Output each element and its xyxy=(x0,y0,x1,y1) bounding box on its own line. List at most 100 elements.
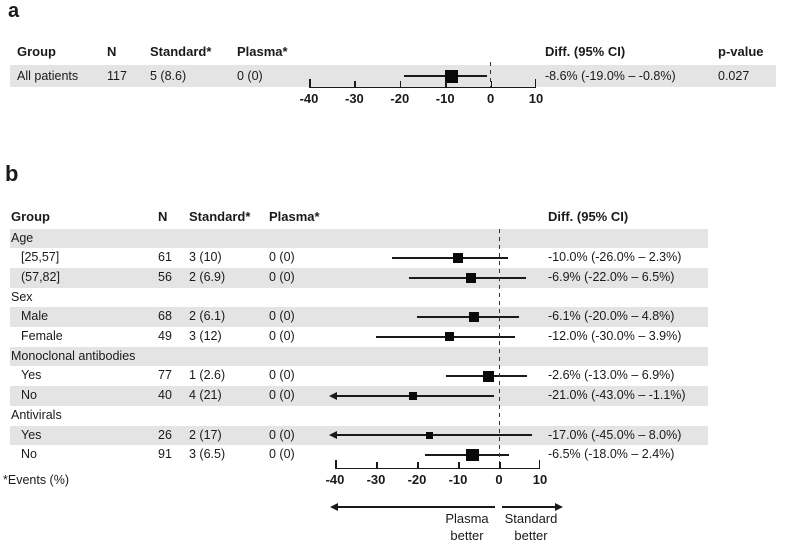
cell-section-label: Age xyxy=(11,230,34,245)
plasma-better-label: Plasma better xyxy=(436,510,498,544)
axis-tick xyxy=(499,462,501,468)
cell-plasma: 0 (0) xyxy=(269,427,295,442)
axis-tick xyxy=(335,459,337,468)
point-estimate-marker xyxy=(468,311,480,323)
table-row: Monoclonal antibodies xyxy=(0,347,789,367)
point-estimate-marker xyxy=(452,253,464,264)
point-estimate-marker xyxy=(408,391,418,401)
cell-group: (57,82] xyxy=(21,269,60,284)
cell-group: Male xyxy=(21,309,49,324)
cell-n: 49 xyxy=(158,329,172,343)
cell-diff: -2.6% (-13.0% – 6.9%) xyxy=(548,368,675,383)
cell-group: [25,57] xyxy=(21,250,60,265)
panel-a: a Group N Standard* Plasma* Diff. (95% C… xyxy=(0,0,789,150)
cell-group: Female xyxy=(21,329,63,343)
ci-line xyxy=(392,257,509,260)
cell-plasma: 0 (0) xyxy=(269,447,295,462)
table-row: Yes 77 1 (2.6) 0 (0) -2.6% (-13.0% – 6.9%) xyxy=(0,366,789,386)
table-row: Male 68 2 (6.1) 0 (0) -6.1% (-20.0% – 4.8%) xyxy=(0,307,789,327)
cell-plasma: 0 (0) xyxy=(269,329,295,343)
axis-tick-label: -20 xyxy=(390,91,410,106)
axis-tick xyxy=(538,459,540,468)
point-estimate-marker xyxy=(425,431,433,440)
cell-n: 40 xyxy=(158,388,172,403)
standard-label-line1: Standard xyxy=(504,511,558,526)
cell-n: 77 xyxy=(158,368,172,383)
cell-plasma: 0 (0) xyxy=(269,368,295,383)
cell-diff: -8.6% (-19.0% – -0.8%) xyxy=(545,69,676,83)
axis-tick-label: -10 xyxy=(435,91,455,106)
reference-line xyxy=(498,228,500,468)
column-header-n: N xyxy=(107,44,117,59)
cell-standard: 3 (6.5) xyxy=(189,447,226,462)
reference-line xyxy=(490,62,492,87)
axis-tick-label: 0 xyxy=(495,472,503,487)
right-arrowhead-icon xyxy=(555,503,563,511)
column-header-standard: Standard* xyxy=(189,209,251,224)
axis-tick-label: 0 xyxy=(486,91,495,106)
axis-tick-label: 10 xyxy=(528,91,544,106)
cell-group: No xyxy=(21,388,37,403)
axis-tick xyxy=(490,81,493,87)
axis-tick-label: -40 xyxy=(325,472,345,487)
plasma-better-arrow xyxy=(334,506,495,508)
cell-standard: 3 (10) xyxy=(189,250,222,265)
point-estimate-marker xyxy=(445,332,455,342)
table-row: Female 49 3 (12) 0 (0) -12.0% (-30.0% – 3.9%… xyxy=(0,327,789,347)
left-arrowhead-icon xyxy=(330,503,338,511)
table-row: (57,82] 56 2 (6.9) 0 (0) -6.9% (-22.0% – 6.5… xyxy=(0,268,789,288)
row-band xyxy=(10,267,708,288)
cell-standard: 2 (6.1) xyxy=(189,309,226,324)
axis-tick xyxy=(417,462,419,468)
cell-section-label: Antivirals xyxy=(11,407,62,422)
panel-b: b Group N Standard* Plasma* Diff. (95% C… xyxy=(0,150,789,549)
cell-n: 56 xyxy=(158,269,172,284)
cell-pvalue: 0.027 xyxy=(718,69,750,83)
cell-diff: -6.9% (-22.0% – 6.5%) xyxy=(548,269,675,284)
plasma-label-line2: better xyxy=(450,528,484,543)
cell-diff: -6.1% (-20.0% – 4.8%) xyxy=(548,309,675,324)
cell-group: No xyxy=(21,447,37,462)
axis-tick-label: -40 xyxy=(299,91,319,106)
cell-group: Yes xyxy=(21,427,42,442)
cell-n: 61 xyxy=(158,250,172,265)
column-header-diff: Diff. (95% CI) xyxy=(545,44,626,59)
table-row: Age xyxy=(0,229,789,249)
axis-tick-label: -10 xyxy=(448,472,468,487)
cell-plasma: 0 (0) xyxy=(269,250,295,265)
table-row: No 40 4 (21) 0 (0) -21.0% (-43.0% – -1.1%) xyxy=(0,386,789,406)
plasma-label-line1: Plasma xyxy=(445,511,489,526)
point-estimate-marker xyxy=(482,370,494,382)
panel-b-label: b xyxy=(5,161,19,186)
table-row: Sex xyxy=(0,288,789,308)
ci-clip-arrowhead-icon xyxy=(329,431,337,440)
row-band xyxy=(10,307,708,327)
column-header-diff: Diff. (95% CI) xyxy=(548,209,629,224)
x-axis xyxy=(335,467,540,469)
column-header-plasma: Plasma* xyxy=(269,209,320,224)
table-row: [25,57] 61 3 (10) 0 (0) -10.0% (-26.0% – 2.3… xyxy=(0,248,789,268)
axis-tick-label: -30 xyxy=(344,91,364,106)
point-estimate-marker xyxy=(445,69,459,83)
cell-section-label: Sex xyxy=(11,289,33,304)
cell-standard: 4 (21) xyxy=(189,388,222,403)
cell-section-label: Monoclonal antibodies xyxy=(11,348,136,363)
column-header-group: Group xyxy=(17,44,56,59)
standard-label-line2: better xyxy=(514,528,548,543)
row-band xyxy=(10,228,708,249)
cell-group: Yes xyxy=(21,368,42,383)
panel-a-label: a xyxy=(8,0,20,22)
cell-standard: 5 (8.6) xyxy=(150,69,187,83)
cell-n: 117 xyxy=(107,69,127,83)
standard-better-label: Standard better xyxy=(499,510,563,544)
x-axis xyxy=(309,86,536,88)
standard-better-arrow xyxy=(502,506,556,508)
panel-a-plot-area: All patients 117 5 (8.6) 0 (0) -8.6% (-19.0%… xyxy=(0,0,789,150)
cell-diff: -12.0% (-30.0% – 3.9%) xyxy=(548,329,682,343)
point-estimate-marker xyxy=(465,272,476,283)
column-header-n: N xyxy=(158,209,168,224)
axis-tick-label: 10 xyxy=(532,472,548,487)
column-header-group: Group xyxy=(11,209,50,224)
